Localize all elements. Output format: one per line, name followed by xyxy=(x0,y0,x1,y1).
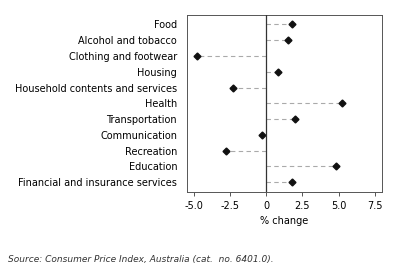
Text: Source: Consumer Price Index, Australia (cat.  no. 6401.0).: Source: Consumer Price Index, Australia … xyxy=(8,255,274,264)
X-axis label: % change: % change xyxy=(260,216,308,226)
